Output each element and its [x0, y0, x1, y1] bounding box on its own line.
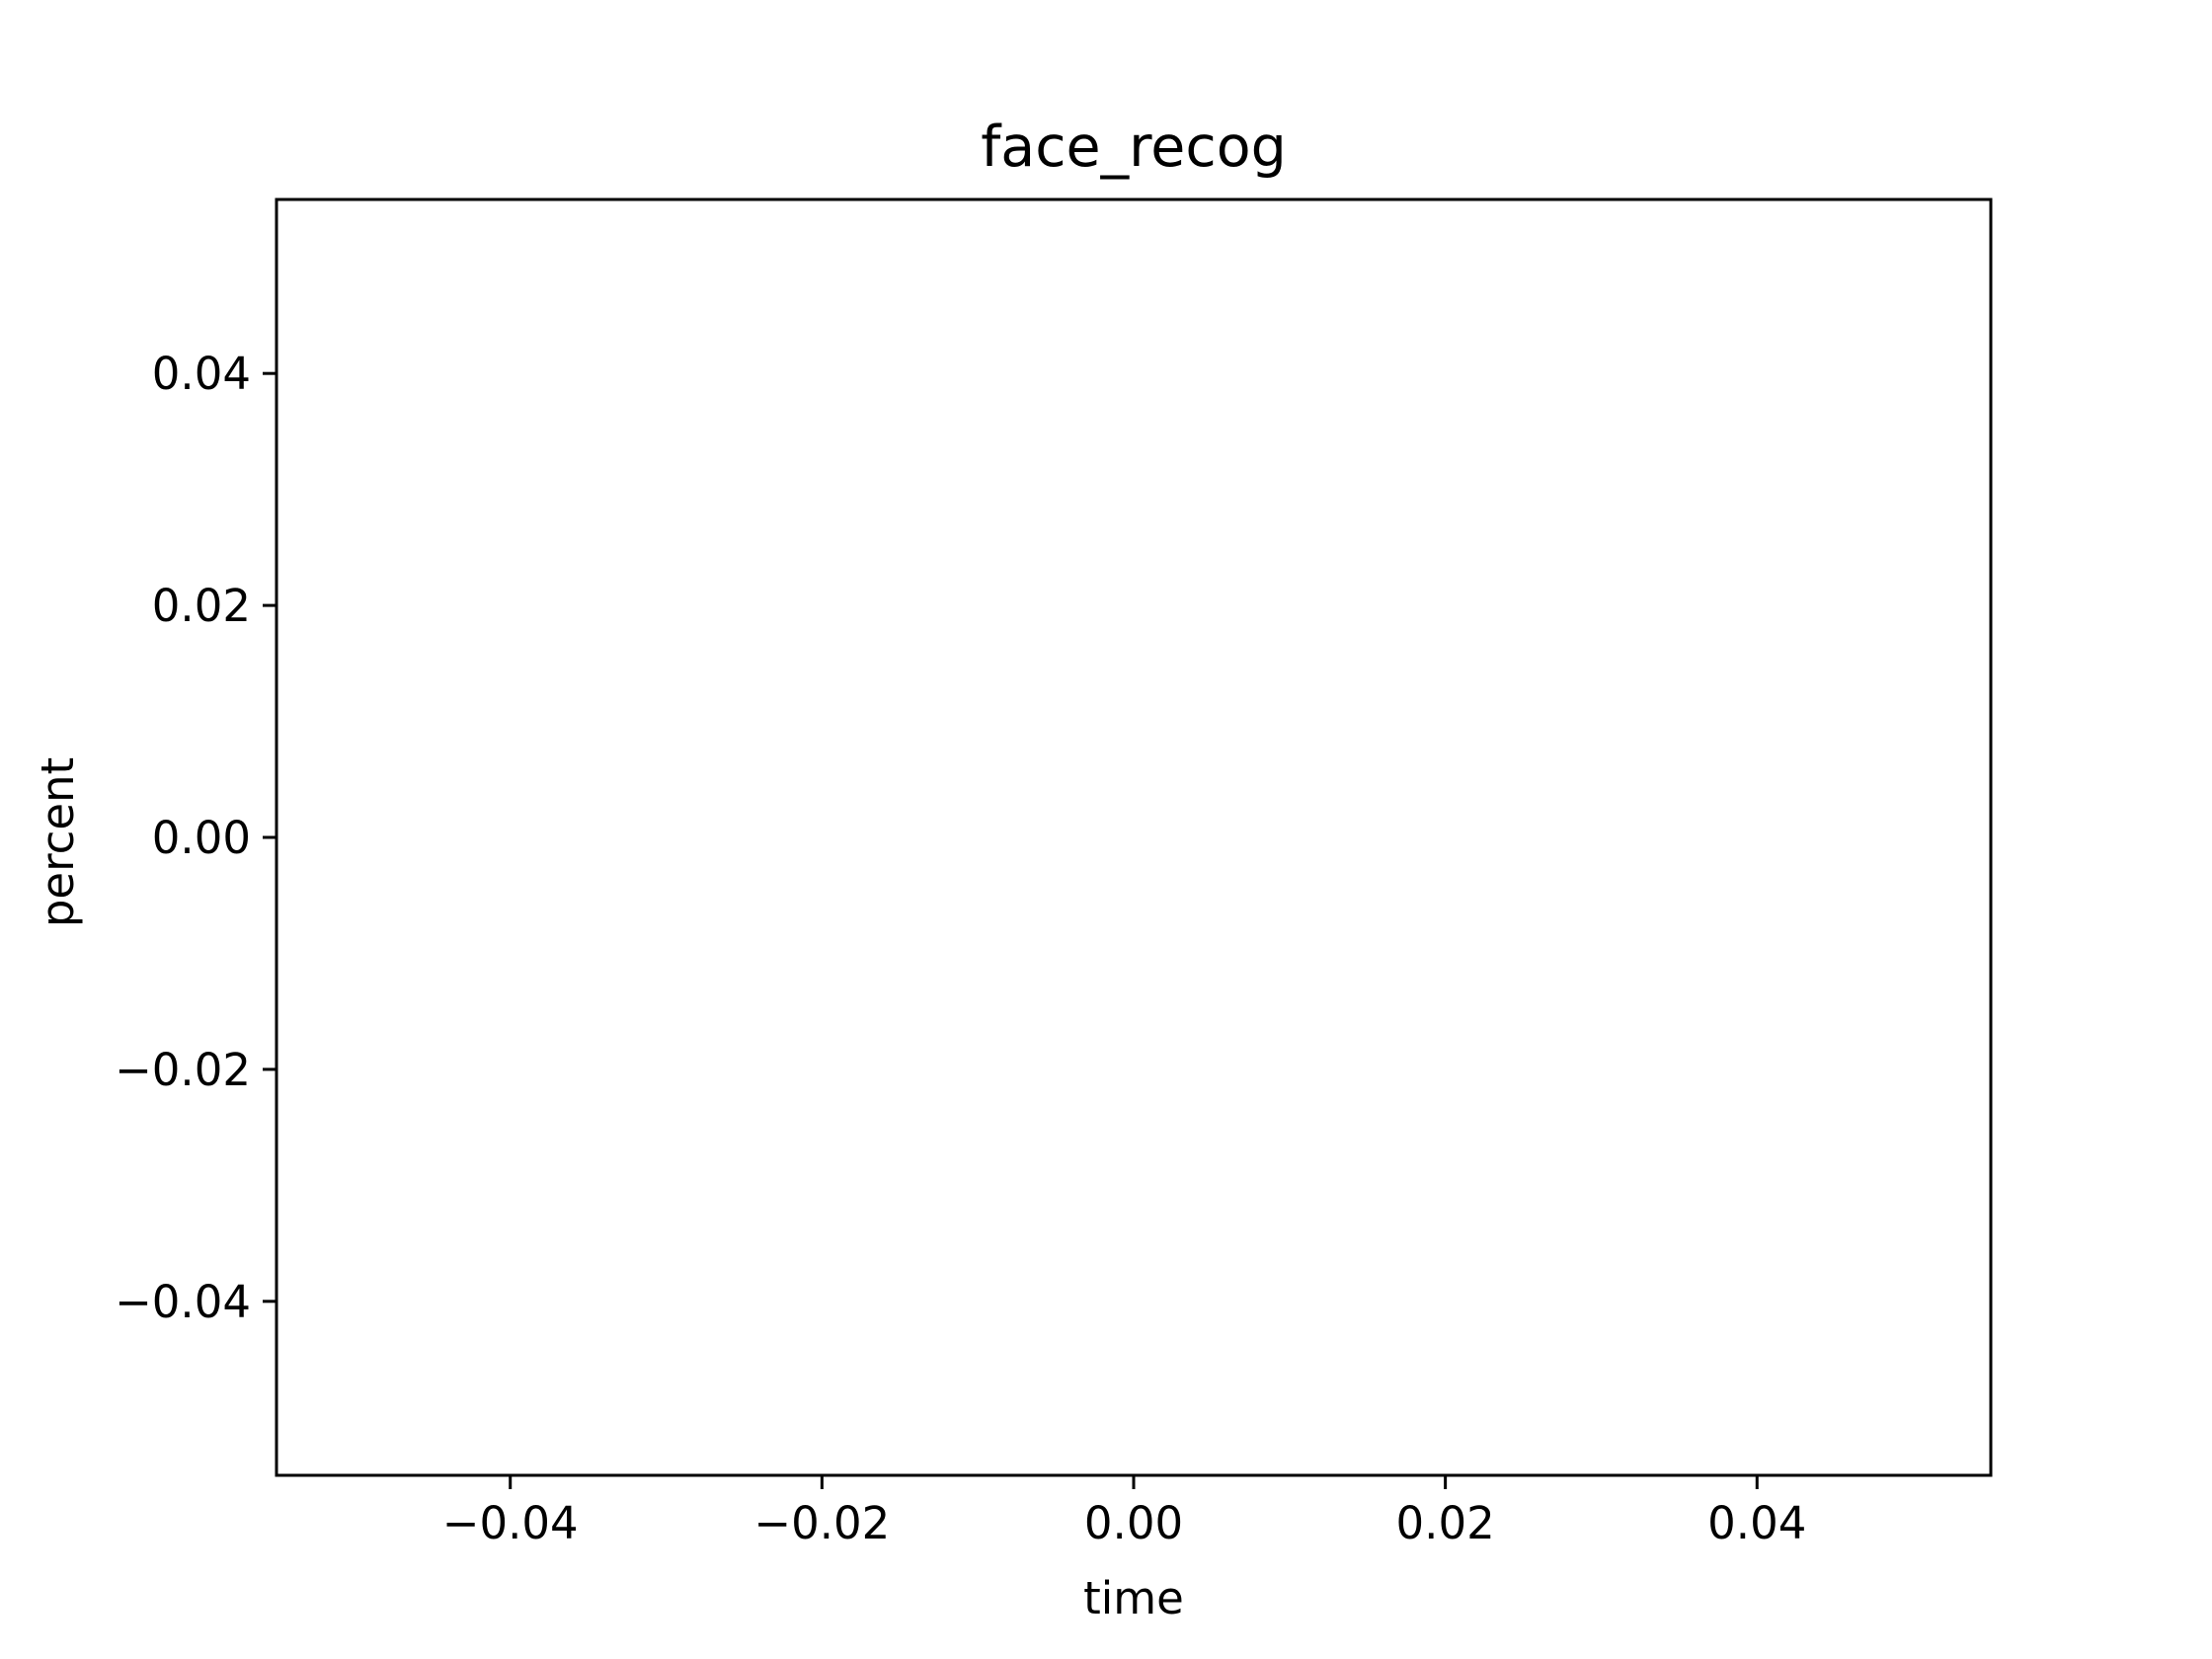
x-tick-label: −0.04 [442, 1497, 579, 1549]
y-tick-label: −0.02 [115, 1044, 251, 1096]
x-tick-label: −0.02 [753, 1497, 890, 1549]
x-tick-label: 0.04 [1707, 1497, 1806, 1549]
y-axis-label: percent [32, 757, 84, 927]
chart-title: face_recog [981, 115, 1287, 180]
x-tick-label: 0.00 [1084, 1497, 1183, 1549]
y-axis: −0.04 −0.02 0.00 0.02 0.04 [115, 348, 276, 1328]
x-axis: −0.04 −0.02 0.00 0.02 0.04 [442, 1475, 1806, 1549]
y-tick-label: 0.00 [152, 812, 251, 864]
x-tick-label: 0.02 [1396, 1497, 1495, 1549]
y-tick-label: −0.04 [115, 1276, 251, 1328]
x-axis-label: time [1083, 1572, 1184, 1624]
y-tick-label: 0.04 [152, 348, 251, 400]
y-tick-label: 0.02 [152, 580, 251, 632]
